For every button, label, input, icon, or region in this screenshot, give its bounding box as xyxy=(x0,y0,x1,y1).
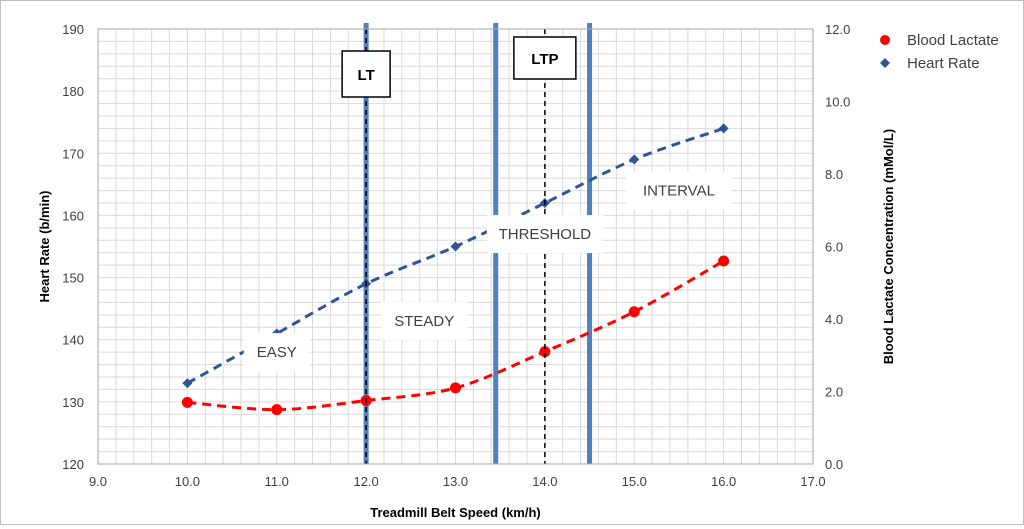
y-tick-label: 190 xyxy=(62,22,84,37)
legend-label: Heart Rate xyxy=(907,55,980,72)
zone-label-box xyxy=(625,171,732,210)
plot-area-border xyxy=(97,28,814,465)
y-tick-label: 130 xyxy=(62,395,84,410)
x-tick-label: 9.0 xyxy=(89,474,107,489)
data-point xyxy=(718,123,729,134)
legend-marker xyxy=(880,35,890,45)
x-tick-label: 14.0 xyxy=(532,474,557,489)
x-tick-label: 10.0 xyxy=(175,474,200,489)
data-point xyxy=(450,382,461,394)
y2-tick-label: 4.0 xyxy=(825,312,843,327)
data-point xyxy=(450,241,461,252)
data-point xyxy=(182,378,193,389)
threshold-label: LT xyxy=(358,67,375,84)
data-point xyxy=(539,346,551,358)
legend-label: Blood Lactate xyxy=(907,32,999,49)
y-tick-label: 150 xyxy=(62,271,84,286)
y-tick-label: 180 xyxy=(62,84,84,99)
threshold-label: LTP xyxy=(531,51,558,68)
x-axis-title: Treadmill Belt Speed (km/h) xyxy=(370,505,541,520)
zone-label: STEADY xyxy=(394,313,454,330)
y-tick-label: 170 xyxy=(62,146,84,161)
y-tick-label: 140 xyxy=(62,333,84,348)
data-point xyxy=(718,255,730,267)
y-tick-label: 160 xyxy=(62,208,84,223)
y-axis-title: Heart Rate (b/min) xyxy=(37,191,52,303)
grid xyxy=(97,28,814,465)
zone-label-box xyxy=(486,215,603,254)
x-tick-label: 13.0 xyxy=(443,474,468,489)
y2-tick-label: 6.0 xyxy=(825,240,843,255)
zone-label-box xyxy=(381,302,468,341)
data-point xyxy=(271,404,283,416)
x-tick-label: 15.0 xyxy=(622,474,647,489)
data-point xyxy=(181,396,193,408)
y2-tick-label: 8.0 xyxy=(825,167,843,182)
legend-marker xyxy=(880,58,890,68)
y-tick-label: 120 xyxy=(62,457,84,472)
y2-tick-label: 12.0 xyxy=(825,22,850,37)
legend: Blood Lactate Heart Rate xyxy=(880,32,999,72)
axes: 9.0 10.0 11.0 12.0 13.0 14.0 15.0 16.0 17.0 120 13… xyxy=(37,22,896,520)
x-tick-label: 11.0 xyxy=(265,474,289,489)
y2-tick-label: 0.0 xyxy=(825,457,843,472)
threshold-label-box xyxy=(341,50,391,98)
y2-axis-title: Blood Lactate Concentration (mMol/L) xyxy=(881,129,896,364)
zone-label-box xyxy=(243,333,310,372)
data-point xyxy=(628,306,640,318)
x-tick-label: 12.0 xyxy=(353,474,378,489)
zone-label: INTERVAL xyxy=(643,183,715,200)
zone-label: THRESHOLD xyxy=(499,226,592,243)
x-tick-label: 17.0 xyxy=(800,474,825,489)
zone-labels: EASY STEADY THRESHOLD INTERVAL xyxy=(243,171,732,372)
y2-tick-label: 2.0 xyxy=(825,385,843,400)
y2-tick-label: 10.0 xyxy=(825,95,850,110)
zone-label: EASY xyxy=(257,344,297,361)
x-tick-label: 16.0 xyxy=(711,474,736,489)
data-point xyxy=(629,154,640,165)
threshold-label-box xyxy=(513,36,577,80)
series xyxy=(181,123,730,416)
